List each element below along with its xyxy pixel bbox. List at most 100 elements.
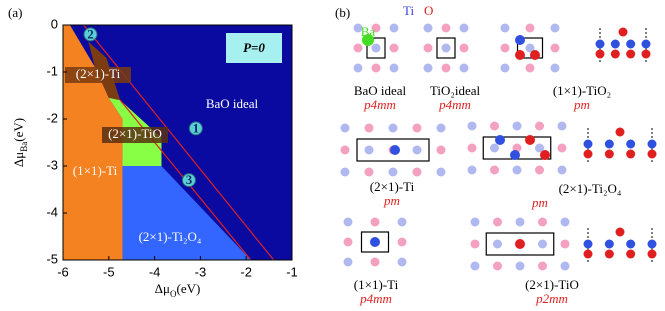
symmetry-group: pm — [531, 195, 548, 210]
panel-label: (b) — [335, 5, 350, 20]
atom — [530, 50, 540, 60]
region-label: (2×1)-TiO — [108, 126, 162, 141]
cell — [360, 231, 390, 253]
atom — [525, 135, 535, 145]
atom — [353, 43, 363, 53]
atom — [538, 261, 547, 271]
atom — [583, 239, 593, 249]
atom — [500, 23, 510, 33]
cell — [366, 37, 386, 59]
atom — [538, 217, 547, 227]
atom — [493, 239, 502, 249]
x-tick-label: -5 — [103, 264, 115, 279]
region-label: (2×1)-Ti₂O₄ — [139, 229, 202, 244]
point-label: 1 — [193, 120, 200, 135]
atom — [353, 63, 363, 73]
cell — [436, 37, 456, 59]
point — [181, 173, 196, 188]
axis-unit: (eV) — [11, 118, 26, 142]
atom — [412, 123, 422, 133]
panel-label: (a) — [8, 5, 22, 20]
atom — [459, 43, 469, 53]
atom — [618, 27, 628, 37]
atom — [560, 217, 570, 227]
atom — [641, 49, 651, 59]
structure-name: BaO ideal — [354, 83, 407, 98]
atom — [436, 145, 446, 155]
annotation: P=0 — [243, 40, 265, 55]
atom — [604, 249, 614, 259]
structure-sketch — [467, 121, 567, 175]
atom — [615, 227, 625, 237]
x-tick-label: -1 — [286, 264, 298, 279]
y-tick-label: -1 — [46, 63, 58, 78]
symmetry-group: pm — [383, 193, 400, 208]
side-view — [583, 127, 657, 164]
atom — [610, 39, 620, 49]
axis-symbol: Δμ — [155, 281, 170, 296]
atom — [389, 63, 399, 73]
axis-symbol: Δμ — [11, 152, 26, 167]
atom — [388, 167, 398, 177]
atom — [560, 261, 570, 271]
phase-region — [63, 25, 123, 260]
x-tick-label: -4 — [149, 264, 161, 279]
atom — [470, 261, 480, 271]
atom — [364, 123, 374, 133]
atom — [515, 217, 525, 227]
x-tick-label: -2 — [240, 264, 252, 279]
atom — [412, 167, 422, 177]
structure-sketch — [353, 23, 399, 73]
axis-label: ΔμBa(eV) — [11, 118, 29, 167]
atom — [493, 217, 502, 227]
atom — [550, 23, 560, 33]
atom — [515, 35, 525, 45]
atom — [626, 139, 636, 149]
structure-sketch — [343, 217, 407, 267]
y-tick-label: -5 — [46, 251, 58, 266]
atom — [557, 165, 567, 175]
atom — [459, 63, 469, 73]
atom — [515, 50, 525, 60]
atom — [340, 123, 350, 133]
atom — [493, 261, 502, 271]
structure-sketch — [470, 217, 570, 271]
region-label: (2×1)-Ti — [76, 66, 121, 81]
atom — [535, 165, 544, 175]
phase-region — [122, 166, 251, 260]
cell — [485, 232, 555, 256]
atom — [583, 149, 593, 159]
atom — [441, 23, 451, 33]
atom — [583, 249, 593, 259]
x-tick-label: -6 — [57, 264, 69, 279]
atom — [397, 237, 407, 247]
side-view — [583, 227, 657, 264]
structure-name: TiO₂ideal — [430, 83, 481, 98]
structure-name: (1×1)-TiO₂ — [553, 83, 611, 98]
atom — [364, 145, 374, 155]
legend-o: O — [424, 3, 433, 18]
atom — [343, 257, 353, 267]
structure-sketch — [340, 123, 446, 177]
point — [188, 121, 203, 136]
atom — [626, 39, 636, 49]
point-label: 3 — [186, 172, 193, 187]
atom — [610, 49, 620, 59]
atom — [388, 123, 398, 133]
atom — [459, 23, 469, 33]
atom — [371, 63, 381, 73]
atom — [535, 121, 544, 131]
point — [83, 27, 98, 42]
atom — [647, 249, 657, 259]
atom — [412, 145, 422, 155]
atom — [423, 23, 433, 33]
structure-sketch — [423, 23, 469, 73]
label-box — [102, 127, 168, 143]
atom — [583, 139, 593, 149]
atom — [550, 43, 560, 53]
y-tick-label: -2 — [46, 110, 58, 125]
atom — [371, 23, 381, 33]
atom — [389, 43, 399, 53]
atom — [353, 23, 363, 33]
